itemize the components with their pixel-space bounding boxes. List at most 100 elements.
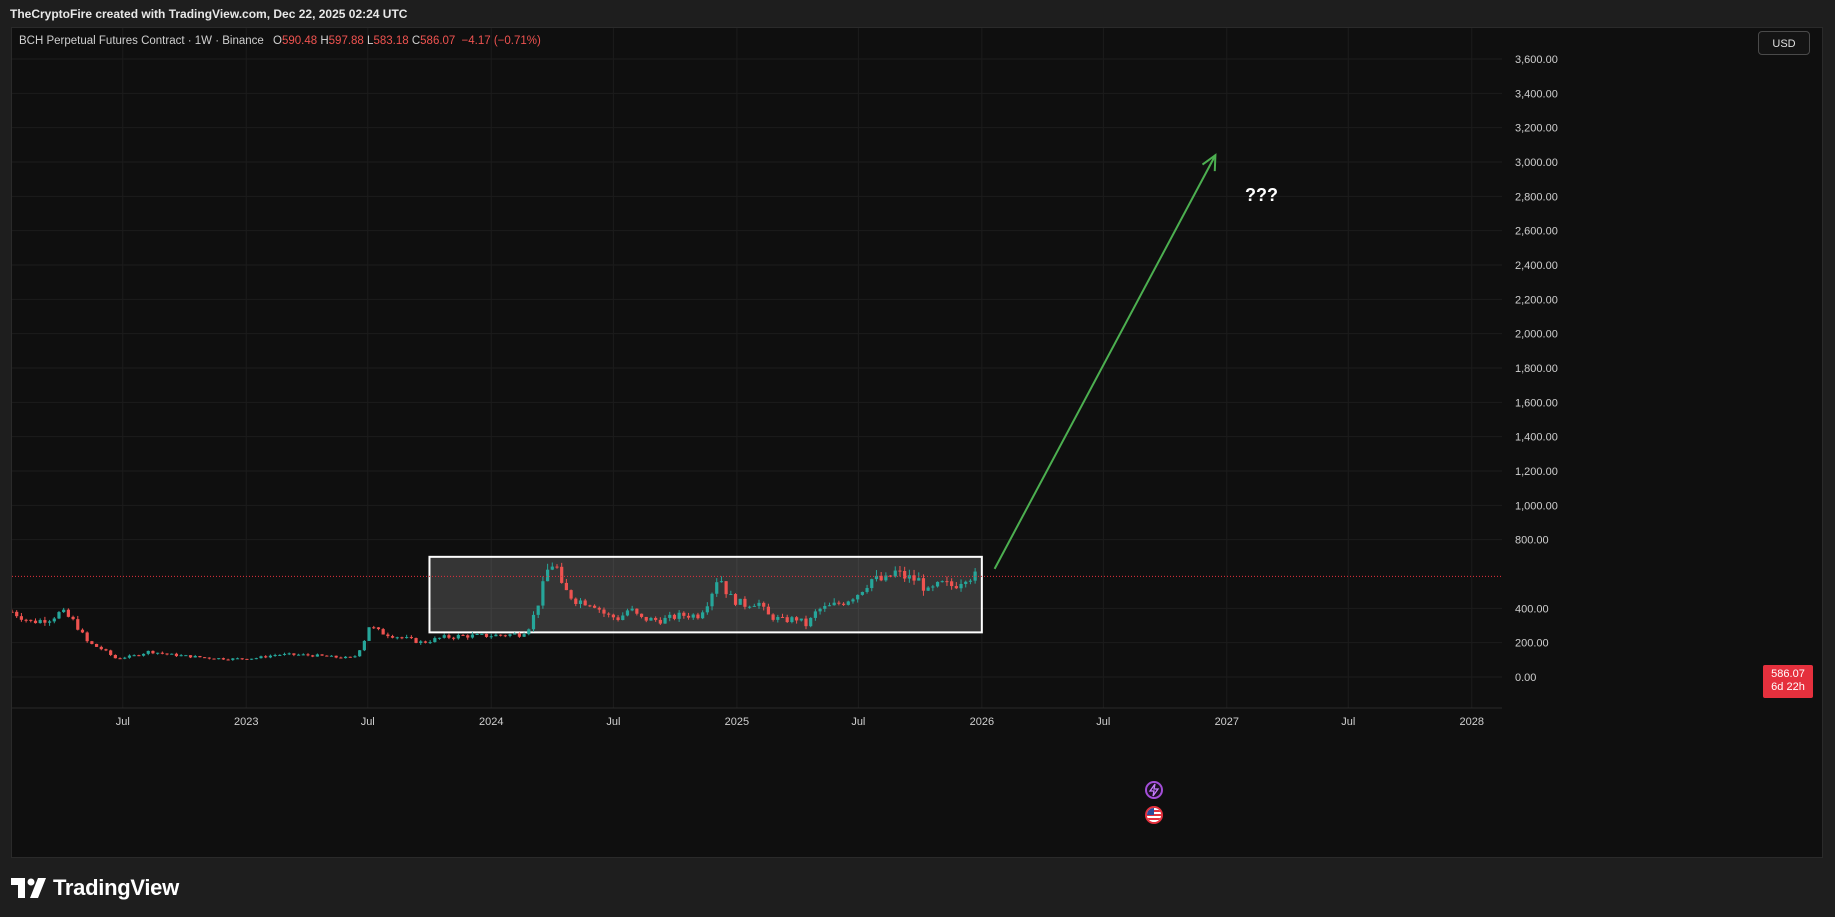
candle-body <box>705 606 709 613</box>
candle-body <box>893 570 897 577</box>
candle-body <box>489 636 493 638</box>
candle-body <box>752 605 756 607</box>
candle-body <box>555 566 559 568</box>
candle-body <box>343 656 348 659</box>
candle-body <box>160 652 164 654</box>
y-tick-label: 1,800.00 <box>1515 363 1558 375</box>
tradingview-brand[interactable]: TradingView <box>11 875 179 900</box>
open-label: O <box>273 35 282 47</box>
candle-body <box>583 600 587 606</box>
candle-body <box>550 566 554 570</box>
y-tick-label: 200.00 <box>1515 638 1549 650</box>
candle-body <box>118 658 122 660</box>
candle-body <box>15 611 19 617</box>
candle-body <box>461 634 465 636</box>
candle-body <box>47 621 52 623</box>
candle-body <box>381 629 385 635</box>
candle-body <box>90 641 94 644</box>
x-tick-label: Jul <box>851 716 865 728</box>
candle-body <box>499 634 503 636</box>
candle-body <box>884 575 888 581</box>
candle-body <box>264 656 268 658</box>
candle-body <box>531 614 536 630</box>
candle-body <box>38 620 42 624</box>
currency-button[interactable]: USD <box>1758 31 1810 55</box>
annotation-text[interactable]: ??? <box>1245 184 1279 205</box>
x-tick-label: 2026 <box>970 716 994 728</box>
symbol-title: BCH Perpetual Futures Contract · 1W · Bi… <box>19 35 264 47</box>
candle-body <box>85 632 89 642</box>
candle-body <box>235 658 240 660</box>
candle-body <box>536 605 540 615</box>
chart-pane[interactable]: 0.00 200.00 400.00 800.00 1,000.00 1,200.00 1,… <box>11 27 1823 858</box>
candle-body <box>367 627 371 641</box>
candle-body <box>329 655 334 657</box>
candle-body <box>104 649 108 651</box>
candle-body <box>66 609 70 617</box>
candle-body <box>743 598 747 607</box>
candle-body <box>639 613 644 617</box>
candle-body <box>926 587 930 591</box>
lightning-event-icon[interactable] <box>1145 781 1163 799</box>
candle-body <box>733 594 738 605</box>
us-flag-event-icon[interactable] <box>1145 806 1163 824</box>
candle-body <box>76 619 80 630</box>
candle-body <box>282 653 287 655</box>
candle-body <box>99 646 103 650</box>
candle-body <box>390 636 395 638</box>
candle-body <box>686 615 691 618</box>
candle-body <box>254 658 258 660</box>
candle-body <box>794 617 799 621</box>
candle-body <box>663 617 667 624</box>
candle-body <box>376 627 381 630</box>
candle-body <box>240 658 244 660</box>
y-tick-label: 2,600.00 <box>1515 226 1558 238</box>
target-arrow-annotation <box>993 154 1217 570</box>
candle-body <box>513 633 517 635</box>
candle-body <box>602 609 606 614</box>
candle-body <box>841 603 846 605</box>
candle-body <box>719 581 724 583</box>
candle-body <box>621 615 625 621</box>
candle-body <box>710 593 714 607</box>
price-chart[interactable]: 0.00 200.00 400.00 800.00 1,000.00 1,200.00 1,… <box>12 28 1823 858</box>
candle-body <box>250 658 254 660</box>
candle-body <box>353 656 357 658</box>
candle-body <box>677 612 681 619</box>
candle-body <box>306 654 310 656</box>
candle-body <box>296 654 301 656</box>
candle-body <box>964 581 968 584</box>
candle-body <box>405 637 409 639</box>
x-tick-label: 2025 <box>725 716 749 728</box>
publication-credit: TheCryptoFire created with TradingView.c… <box>10 7 408 21</box>
low-label: L <box>367 35 374 47</box>
candle-body <box>29 619 33 621</box>
y-tick-label: 400.00 <box>1515 603 1549 615</box>
candle-body <box>442 635 446 638</box>
candle-body <box>935 581 940 587</box>
candle-body <box>771 614 775 620</box>
candle-body <box>315 654 319 657</box>
candle-body <box>466 635 470 638</box>
header-bar: TheCryptoFire created with TradingView.c… <box>0 0 1835 28</box>
candle-body <box>475 634 479 636</box>
candle-body <box>217 658 221 660</box>
y-tick-label: 2,000.00 <box>1515 329 1558 341</box>
candle-body <box>71 616 75 620</box>
candle-body <box>907 575 911 579</box>
footer-bar <box>0 858 1835 917</box>
candle-body <box>198 655 202 658</box>
candle-body <box>846 601 850 605</box>
candle-body <box>898 570 902 572</box>
bar-countdown: 6d 22h <box>1771 681 1805 693</box>
candle-body <box>301 654 305 656</box>
candle-body <box>480 633 484 635</box>
candle-body <box>738 598 742 605</box>
x-tick-label: Jul <box>1096 716 1110 728</box>
candle-body <box>24 619 28 621</box>
x-tick-label: Jul <box>1341 716 1355 728</box>
candle-body <box>968 580 973 582</box>
candle-body <box>494 634 498 637</box>
y-tick-label: 1,200.00 <box>1515 466 1558 478</box>
candle-body <box>762 602 766 607</box>
